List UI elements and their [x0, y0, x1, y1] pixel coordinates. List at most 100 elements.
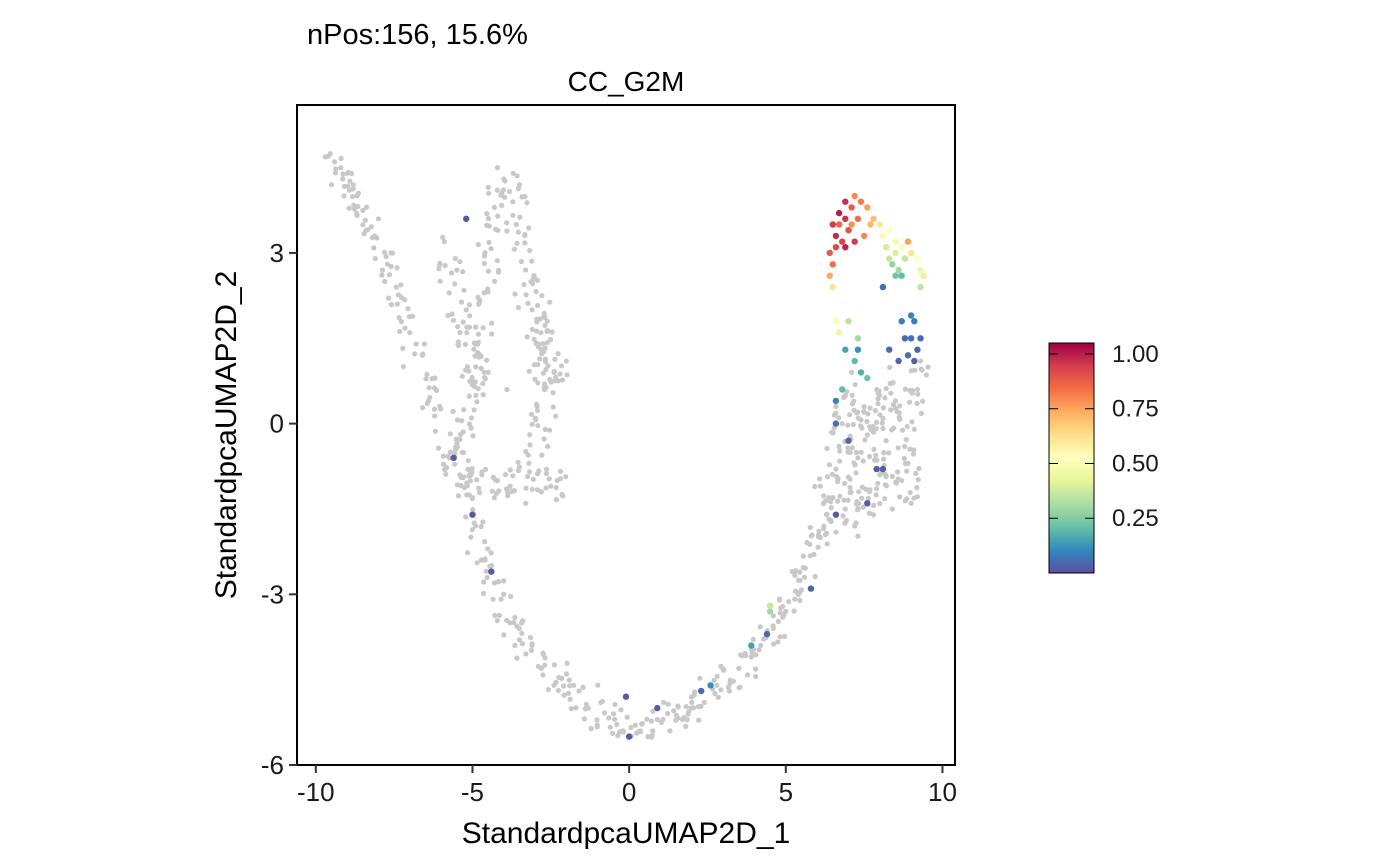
negative-cell-point: [902, 498, 908, 504]
negative-cell-point: [522, 194, 528, 200]
negative-cell-point: [510, 473, 516, 479]
negative-cell-point: [820, 501, 827, 507]
positive-cell-point: [842, 244, 849, 251]
negative-cell-point: [527, 634, 534, 641]
negative-cell-point: [849, 392, 855, 398]
negative-cell-point: [533, 289, 539, 295]
negative-cell-point: [340, 176, 346, 182]
positive-cell-point: [835, 221, 843, 228]
negative-cell-point: [489, 563, 495, 569]
negative-cell-point: [842, 506, 848, 512]
positive-cell-point: [895, 357, 902, 365]
negative-cell-point: [442, 263, 448, 269]
negative-cell-point: [896, 415, 902, 421]
negative-cell-point: [855, 533, 861, 539]
negative-cell-point: [508, 593, 514, 600]
negative-cell-point: [437, 260, 443, 266]
negative-cell-point: [727, 680, 733, 687]
negative-cell-point: [480, 392, 486, 398]
positive-cell-point: [748, 642, 755, 649]
negative-cell-point: [433, 387, 440, 393]
negative-cell-point: [683, 704, 689, 710]
negative-cell-point: [840, 513, 846, 519]
negative-cell-point: [839, 421, 845, 427]
negative-cell-point: [398, 282, 404, 288]
negative-cell-point: [469, 374, 475, 380]
x-tick-label: 10: [928, 777, 957, 807]
plot-panel-border: [296, 104, 956, 766]
negative-cell-point: [480, 325, 486, 331]
negative-cell-point: [837, 458, 843, 464]
negative-cell-point: [388, 250, 394, 256]
negative-cell-point: [543, 485, 549, 491]
negative-cell-point: [837, 493, 843, 499]
positive-cell-point: [766, 602, 774, 609]
negative-cell-point: [560, 493, 566, 499]
negative-cell-point: [524, 473, 531, 480]
negative-cell-point: [510, 212, 516, 218]
negative-cell-point: [500, 187, 506, 193]
negative-cell-point: [920, 398, 926, 404]
negative-cell-point: [877, 501, 883, 507]
negative-cell-point: [493, 490, 500, 496]
negative-cell-point: [856, 501, 862, 507]
negative-cell-point: [792, 596, 798, 602]
negative-cell-point: [843, 517, 849, 524]
positive-cell-point: [889, 261, 896, 268]
negative-cell-point: [645, 734, 651, 740]
negative-cell-point: [488, 246, 494, 252]
negative-cell-point: [353, 210, 360, 216]
plot-title: CC_G2M: [568, 66, 685, 97]
negative-cell-point: [873, 426, 879, 432]
negative-cell-point: [441, 239, 447, 245]
negative-cell-point: [388, 302, 394, 308]
negative-cell-point: [726, 688, 733, 694]
negative-cell-point: [495, 213, 501, 219]
negative-cell-point: [528, 647, 535, 654]
positive-cell-point: [879, 465, 887, 473]
negative-cell-point: [466, 368, 472, 374]
negative-cell-point: [834, 473, 840, 480]
negative-cell-point: [776, 597, 783, 603]
negative-cell-point: [445, 453, 451, 459]
negative-cell-point: [828, 517, 834, 523]
negative-cell-point: [826, 462, 833, 468]
negative-cell-point: [872, 457, 878, 463]
negative-cell-point: [523, 651, 529, 657]
negative-cell-point: [736, 685, 742, 691]
negative-cell-point: [874, 486, 880, 492]
colorbar-tick-label: 0.25: [1112, 505, 1159, 532]
negative-cell-point: [465, 550, 471, 556]
negative-cell-point: [447, 431, 453, 437]
negative-cell-point: [837, 448, 843, 454]
negative-cell-point: [883, 474, 889, 480]
positive-cell-point: [851, 192, 858, 200]
negative-cell-point: [566, 677, 572, 683]
negative-cell-point: [753, 673, 759, 680]
negative-cell-point: [485, 546, 491, 552]
negative-cell-point: [895, 445, 901, 451]
negative-cell-point: [845, 422, 851, 428]
positive-cell-point: [848, 221, 855, 228]
negative-cell-point: [624, 714, 630, 720]
positive-cell-point: [832, 511, 840, 518]
negative-cell-point: [507, 467, 513, 473]
negative-cell-point: [350, 182, 356, 188]
positive-cell-point: [911, 318, 918, 325]
negative-cell-point: [481, 579, 487, 585]
negative-cell-point: [795, 591, 801, 597]
positive-cell-point: [832, 397, 840, 405]
positive-cell-point: [832, 244, 840, 251]
negative-cell-point: [526, 368, 532, 374]
negative-cell-point: [770, 613, 776, 619]
negative-cell-point: [484, 222, 490, 228]
positive-cell-point: [698, 687, 705, 695]
negative-cell-point: [345, 183, 351, 189]
negative-cell-point: [473, 523, 479, 529]
negative-cell-point: [695, 704, 702, 710]
negative-cell-point: [826, 495, 832, 501]
negative-cell-point: [899, 427, 906, 433]
negative-cell-point: [697, 675, 703, 681]
negative-cell-point: [469, 527, 475, 533]
